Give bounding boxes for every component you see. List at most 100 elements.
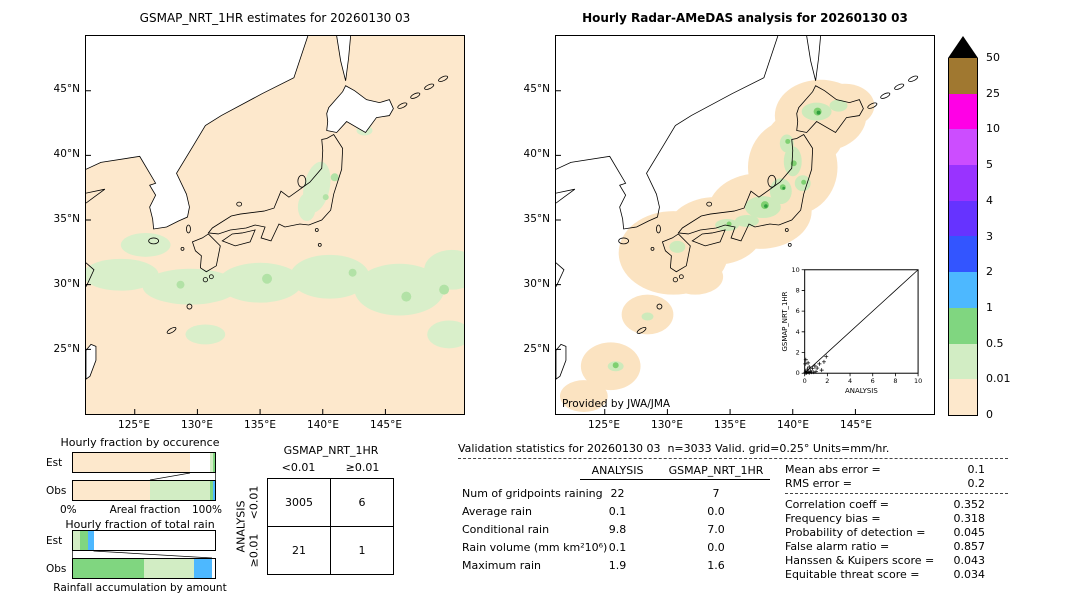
lon-tick-label: 130°E: [651, 419, 683, 431]
score-row: False alarm ratio = 0.857: [785, 540, 985, 553]
score-label: Equitable threat score =: [785, 568, 920, 581]
bar-segment: [87, 531, 95, 550]
inset-diagonal-line: [804, 269, 919, 374]
stats-gsmap-value: 7.0: [707, 523, 725, 536]
colorbar-segment: [949, 343, 977, 380]
lon-tick-label: 135°E: [714, 419, 746, 431]
stats-analysis-value: 0.1: [608, 541, 627, 554]
svg-text:6: 6: [871, 377, 875, 385]
bar-segment: [213, 453, 215, 472]
score-row: Frequency bias = 0.318: [785, 512, 985, 525]
total-rain-obs-bar: [72, 558, 216, 579]
contingency-col-group-label: GSMAP_NRT_1HR: [283, 444, 379, 457]
stats-gsmap-value: 1.6: [707, 559, 725, 572]
score-value: 0.2: [967, 477, 986, 490]
inset-x-axis-label: ANALYSIS: [845, 387, 878, 395]
radar-map-svg: 0 2 4 6 8 10 0 2 4 6 8 10: [556, 36, 934, 414]
gsmap-light-rain-blobs: [86, 125, 464, 349]
lat-tick-label: 45°N: [523, 83, 550, 95]
score-row: Correlation coeff = 0.352: [785, 498, 985, 511]
gsmap-map-title: GSMAP_NRT_1HR estimates for 20260130 03: [139, 11, 411, 25]
svg-text:10: 10: [914, 377, 922, 385]
bar-segment: [213, 481, 215, 500]
bar-segment: [73, 531, 81, 550]
gsmap-map-panel: GSMAP_NRT_1HR estimates for 20260130 03: [54, 11, 465, 431]
stats-analysis-value: 9.8: [608, 523, 627, 536]
bar-segment: [210, 453, 214, 472]
est-row-label: Est: [46, 457, 63, 469]
score-label: False alarm ratio =: [785, 540, 890, 553]
stats-gsmap-value: 0.0: [707, 541, 725, 554]
colorbar-tick-label: 0.5: [986, 336, 1004, 350]
colorbar-tick-label: 0.01: [986, 372, 1011, 386]
stats-gsmap-value: 7: [712, 487, 720, 500]
svg-text:4: 4: [848, 377, 852, 385]
lat-tick-label: 25°N: [53, 343, 80, 355]
areal-fraction-min: 0%: [60, 504, 77, 516]
score-value: 0.034: [953, 568, 986, 581]
lon-tick-label: 130°E: [181, 419, 213, 431]
svg-text:2: 2: [796, 349, 800, 357]
bar-segment: [73, 559, 144, 578]
contingency-col-label: ≥0.01: [345, 461, 380, 474]
svg-text:2: 2: [825, 377, 829, 385]
score-divider: [785, 493, 1008, 494]
lat-tick-label: 30°N: [523, 278, 550, 290]
lat-tick-label: 25°N: [523, 343, 550, 355]
lon-tick-label: 145°E: [370, 419, 402, 431]
svg-text:8: 8: [893, 377, 897, 385]
stats-header-underline: [580, 479, 770, 480]
svg-text:4: 4: [796, 328, 800, 336]
radar-map-frame: 0 2 4 6 8 10 0 2 4 6 8 10: [555, 35, 935, 415]
contingency-cell: 3005: [267, 478, 331, 527]
score-label: Frequency bias =: [785, 512, 881, 525]
stats-col-header-analysis: ANALYSIS: [591, 464, 644, 477]
svg-text:0: 0: [796, 369, 800, 377]
colorbar-segment: [949, 165, 977, 201]
occurrence-est-bar: [72, 452, 216, 473]
score-label: RMS error =: [785, 477, 852, 490]
total-rain-est-bar: [72, 530, 216, 551]
bar-segment: [193, 559, 213, 578]
obs-row-label: Obs: [46, 563, 67, 575]
stats-analysis-value: 22: [610, 487, 625, 500]
lat-tick-label: 35°N: [523, 213, 550, 225]
lat-tick-label: 45°N: [53, 83, 80, 95]
svg-text:10: 10: [791, 266, 799, 274]
lat-tick-label: 30°N: [53, 278, 80, 290]
radar-map-title: Hourly Radar-AMeDAS analysis for 2026013…: [582, 11, 908, 25]
score-value: 0.857: [953, 540, 986, 553]
lon-tick-label: 125°E: [588, 419, 620, 431]
precip-colorbar: 50 25 10 5 4 3 2 1 0.5 0.01 0: [948, 36, 1068, 421]
contingency-cell: 1: [330, 526, 394, 575]
score-value: 0.1: [967, 463, 986, 476]
colorbar-tick-label: 4: [986, 193, 993, 207]
svg-text:8: 8: [796, 286, 800, 294]
colorbar-tick-label: 25: [986, 86, 1000, 100]
colorbar-segment: [949, 307, 977, 344]
colorbar-tick-label: 10: [986, 122, 1000, 136]
colorbar-segment: [949, 200, 977, 237]
data-credit: Provided by JWA/JMA: [562, 398, 671, 410]
bar-segment: [80, 531, 88, 550]
lon-tick-label: 135°E: [244, 419, 276, 431]
bar-segment: [190, 453, 211, 472]
colorbar-segment: [949, 379, 977, 415]
contingency-row-group-label: ANALYSIS: [234, 500, 248, 553]
inset-y-tick-labels: 0 2 4 6 8 10: [791, 266, 799, 377]
contingency-cell: 21: [267, 526, 331, 575]
radar-heavy-rain-spots: [764, 110, 821, 208]
gsmap-map-frame: [85, 35, 465, 415]
stats-analysis-value: 1.9: [608, 559, 627, 572]
colorbar-tick-label: 0: [986, 408, 993, 421]
inset-y-axis-label: GSMAP_NRT_1HR: [781, 291, 789, 351]
score-row: Probability of detection = 0.045: [785, 526, 985, 539]
colorbar-tick-label: 1: [986, 300, 993, 314]
colorbar-segment: [949, 129, 977, 166]
colorbar-segment: [949, 93, 977, 130]
contingency-table: 3005 6 21 1: [267, 478, 394, 575]
bar-segment: [73, 481, 151, 500]
stats-row-label: Average rain: [462, 505, 532, 518]
contingency-cell: 6: [330, 478, 394, 527]
total-rain-caption: Rainfall accumulation by amount: [53, 582, 227, 594]
